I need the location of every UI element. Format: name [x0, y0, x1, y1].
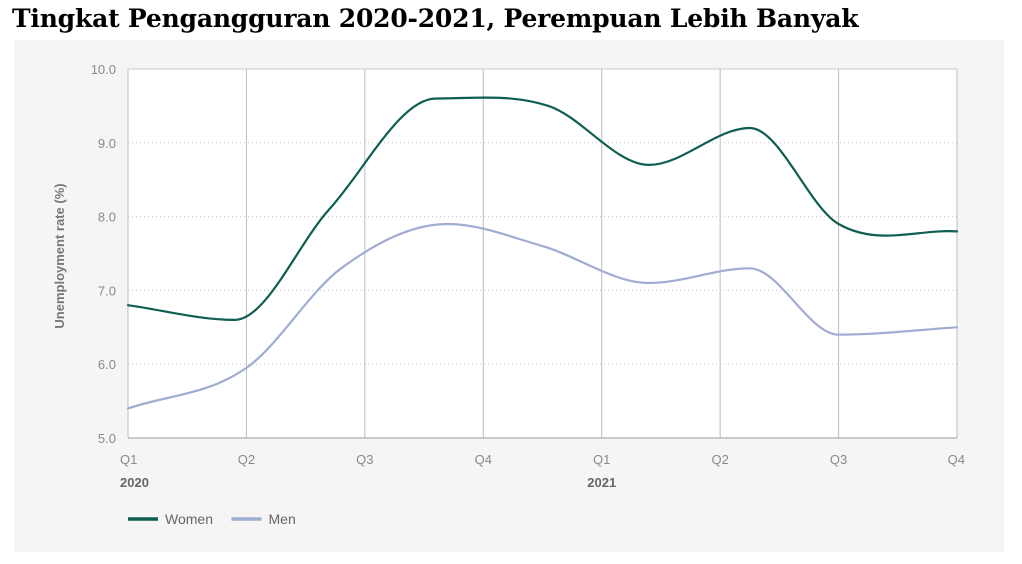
x-tick-label: Q3 [356, 452, 373, 467]
x-tick-label: Q1 [120, 452, 137, 467]
x-year-label: 2020 [120, 475, 149, 490]
x-tick-label: Q3 [830, 452, 847, 467]
x-tick-label: Q2 [711, 452, 728, 467]
y-tick-label: 10.0 [91, 62, 116, 77]
line-chart: 5.0 6.0 7.0 8.0 9.0 10.0 Q1 Q2 Q3 Q4 Q1 Q2 Q3 Q4 2020… [52, 62, 965, 527]
x-axis-ticks: Q1 Q2 Q3 Q4 Q1 Q2 Q3 Q4 2020 2021 [120, 452, 965, 490]
legend-label-women: Women [165, 511, 213, 527]
legend: Women Men [128, 511, 296, 527]
legend-label-men: Men [269, 511, 296, 527]
y-tick-label: 9.0 [98, 136, 116, 151]
y-tick-label: 7.0 [98, 283, 116, 298]
y-tick-label: 6.0 [98, 357, 116, 372]
y-tick-label: 8.0 [98, 210, 116, 225]
grid [127, 68, 958, 439]
series-line-men [126, 222, 959, 410]
x-tick-label: Q4 [475, 452, 492, 467]
x-tick-label: Q2 [238, 452, 255, 467]
page-title: Tingkat Pengangguran 2020-2021, Perempua… [12, 4, 859, 33]
series-lines [126, 96, 959, 410]
y-axis-ticks: 5.0 6.0 7.0 8.0 9.0 10.0 [91, 62, 116, 446]
y-tick-label: 5.0 [98, 431, 116, 446]
x-tick-label: Q4 [948, 452, 965, 467]
x-year-label: 2021 [587, 475, 616, 490]
series-line-women [126, 96, 959, 321]
chart-panel: 5.0 6.0 7.0 8.0 9.0 10.0 Q1 Q2 Q3 Q4 Q1 Q2 Q3 Q4 2020… [14, 40, 1004, 552]
plot-area [128, 69, 957, 438]
x-tick-label: Q1 [593, 452, 610, 467]
y-axis-label: Unemployment rate (%) [52, 183, 67, 328]
